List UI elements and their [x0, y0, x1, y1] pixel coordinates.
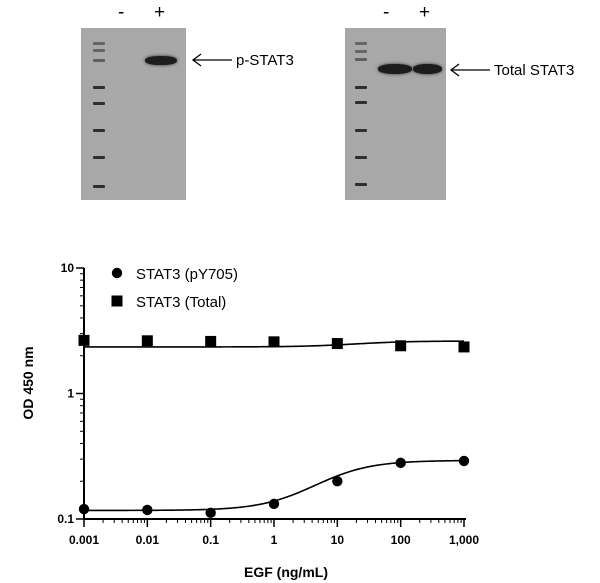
label-p-stat3: p-STAT3	[236, 52, 294, 69]
ladder-band	[93, 86, 105, 89]
data-point-square	[141, 335, 153, 347]
legend-label: STAT3 (pY705)	[136, 266, 238, 283]
ladder-band	[355, 58, 367, 61]
blot-left-lane-minus: -	[118, 2, 125, 23]
data-point-circle	[78, 503, 90, 515]
band-total-stat3-minus	[378, 64, 412, 74]
data-point-square	[78, 334, 90, 346]
y-axis-title: OD 450 nm	[20, 346, 36, 419]
ladder-band	[355, 129, 367, 132]
data-point-square	[458, 341, 470, 353]
blot-right-lane-minus: -	[383, 2, 390, 23]
chart-legend: STAT3 (pY705) STAT3 (Total)	[111, 266, 238, 311]
band-total-stat3-plus	[413, 64, 442, 74]
data-point-circle	[458, 455, 470, 467]
dose-response-chart: 0.001 0.01 0.1 1 10 100 1,000 0.1 1 10 STAT3 (pY7…	[20, 261, 479, 580]
data-point-circle	[205, 507, 216, 519]
ladder-band	[355, 50, 367, 53]
ladder-band	[355, 156, 367, 159]
ladder-band	[93, 156, 105, 159]
ladder-band	[355, 86, 367, 89]
y-tick-label: 1	[67, 387, 74, 401]
chart-axes: 0.001 0.01 0.1 1 10 100 1,000 0.1 1 10	[57, 261, 479, 547]
x-tick-label: 100	[391, 533, 411, 547]
legend-marker-square	[111, 295, 123, 307]
x-tick-label: 1	[271, 533, 278, 547]
x-tick-label: 0.01	[136, 533, 160, 547]
ladder-band	[355, 101, 367, 104]
ladder-band	[93, 59, 105, 62]
ladder-band	[93, 49, 105, 52]
western-blot-total-stat3	[345, 28, 446, 200]
ladder-band	[93, 42, 105, 45]
x-tick-label: 10	[331, 533, 345, 547]
blot-right-lane-plus: +	[419, 2, 431, 23]
data-point-square	[331, 338, 343, 350]
y-tick-label: 10	[61, 261, 75, 275]
data-point-square	[205, 335, 217, 347]
ladder-band	[93, 102, 105, 105]
x-tick-label: 1,000	[449, 533, 479, 547]
data-point-circle	[268, 498, 280, 510]
ladder-band	[355, 183, 367, 186]
blot-left-lane-plus: +	[154, 2, 166, 23]
legend-label: STAT3 (Total)	[136, 294, 226, 311]
ladder-band	[355, 42, 367, 45]
data-point-circle	[395, 457, 406, 469]
x-axis-title: EGF (ng/mL)	[244, 564, 328, 580]
data-point-circle	[142, 504, 153, 516]
label-total-stat3: Total STAT3	[494, 62, 575, 79]
data-point-circle	[332, 476, 343, 487]
x-tick-label: 0.001	[69, 533, 99, 547]
legend-marker-circle	[111, 267, 123, 279]
fit-curves	[84, 340, 465, 512]
band-p-stat3-plus	[145, 56, 177, 65]
ladder-band	[93, 129, 105, 132]
arrow-p-stat3	[191, 53, 232, 67]
data-point-square	[395, 340, 407, 352]
y-tick-label: 0.1	[57, 512, 74, 526]
ladder-band	[93, 185, 105, 188]
data-points	[78, 334, 470, 519]
arrow-total-stat3	[449, 63, 490, 77]
x-tick-label: 0.1	[202, 533, 219, 547]
data-point-square	[268, 336, 280, 348]
western-blot-p-stat3	[81, 28, 186, 200]
